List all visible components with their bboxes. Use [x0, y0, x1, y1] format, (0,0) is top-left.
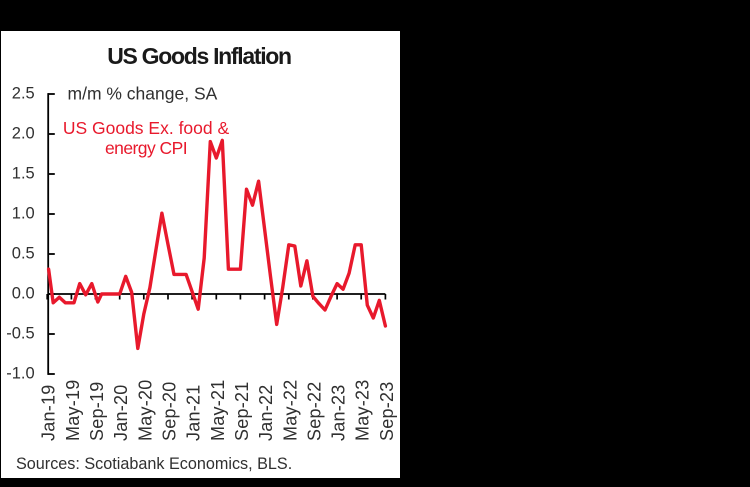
- svg-text:2.0: 2.0: [12, 125, 35, 143]
- svg-text:Jan-19: Jan-19: [39, 384, 59, 441]
- svg-text:US Goods Ex. food &: US Goods Ex. food &: [63, 118, 230, 138]
- svg-text:May-22: May-22: [280, 379, 300, 441]
- svg-text:May-20: May-20: [135, 379, 155, 441]
- svg-text:Sources: Scotiabank Economics,: Sources: Scotiabank Economics, BLS.: [16, 455, 292, 473]
- svg-text:0.0: 0.0: [12, 285, 35, 303]
- svg-text:m/m % change, SA: m/m % change, SA: [68, 84, 218, 104]
- svg-text:energy CPI: energy CPI: [105, 138, 187, 158]
- svg-text:Sep-23: Sep-23: [377, 381, 397, 441]
- svg-text:-0.5: -0.5: [6, 325, 34, 343]
- svg-text:-1.0: -1.0: [6, 365, 34, 383]
- svg-text:1.0: 1.0: [12, 205, 35, 223]
- svg-text:Jan-21: Jan-21: [184, 384, 204, 441]
- svg-text:2.5: 2.5: [12, 85, 35, 103]
- svg-text:Sep-21: Sep-21: [232, 381, 252, 441]
- svg-text:US Goods Inflation: US Goods Inflation: [107, 43, 291, 69]
- svg-text:Sep-19: Sep-19: [87, 381, 107, 441]
- svg-text:Jan-23: Jan-23: [329, 384, 349, 441]
- svg-text:Sep-22: Sep-22: [304, 381, 324, 441]
- svg-text:Jan-22: Jan-22: [256, 384, 276, 441]
- svg-text:May-19: May-19: [63, 379, 83, 441]
- svg-text:Jan-20: Jan-20: [111, 384, 131, 441]
- svg-text:1.5: 1.5: [12, 165, 35, 183]
- svg-text:0.5: 0.5: [12, 245, 35, 263]
- svg-text:May-23: May-23: [353, 379, 373, 441]
- svg-text:May-21: May-21: [208, 379, 228, 441]
- svg-text:Sep-20: Sep-20: [160, 381, 180, 441]
